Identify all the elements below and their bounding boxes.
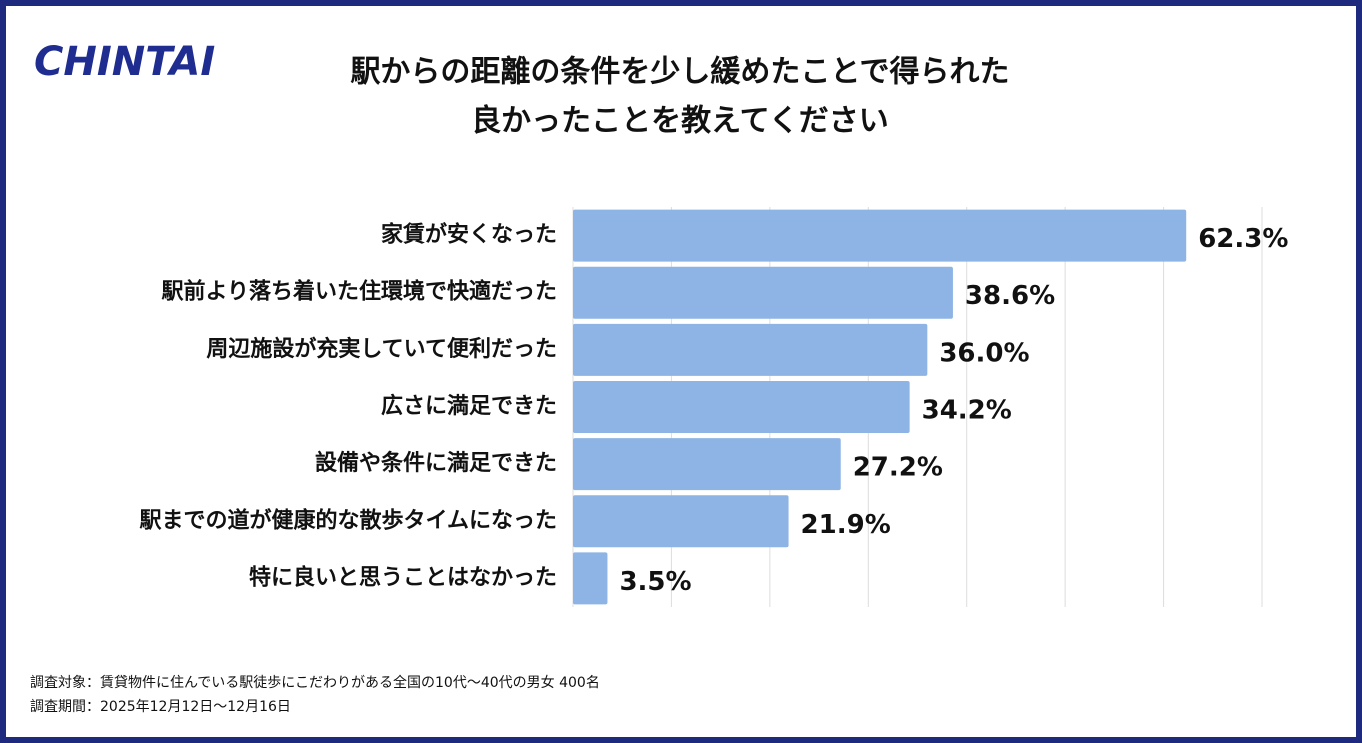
note: 調査対象：賃貸物件に住んでいる駅徒歩にこだわりがある全国の10代〜40代の男女 … <box>30 674 600 691</box>
bar <box>573 552 608 605</box>
bar <box>573 209 1187 262</box>
category-label: 周辺施設が充実していて便利だった <box>206 336 557 362</box>
bar <box>573 495 789 548</box>
bar <box>573 381 910 433</box>
bar <box>573 438 841 491</box>
chart-title: 良かったことを教えてください <box>471 104 889 139</box>
bar <box>573 266 953 319</box>
category-label: 家賃が安くなった <box>381 222 557 248</box>
category-label: 広さに満足できた <box>381 393 557 419</box>
value-label: 34.2% <box>922 396 1012 426</box>
category-label: 駅前より落ち着いた住環境で快適だった <box>161 279 557 305</box>
category-label: 設備や条件に満足できた <box>315 450 557 476</box>
logo: CHINTAI <box>34 39 215 85</box>
chart-title: 駅からの距離の条件を少し緩めたことで得られた <box>350 55 1009 90</box>
value-label: 21.9% <box>801 510 891 540</box>
bar <box>573 323 928 376</box>
value-label: 62.3% <box>1198 224 1288 254</box>
value-label: 3.5% <box>619 567 691 597</box>
value-label: 27.2% <box>853 453 943 483</box>
category-label: 駅までの道が健康的な散歩タイムになった <box>139 507 557 533</box>
category-label: 特に良いと思うことはなかった <box>249 564 557 590</box>
note: 調査期間：2025年12月12日〜12月16日 <box>30 699 291 715</box>
value-label: 36.0% <box>939 338 1029 368</box>
value-label: 38.6% <box>965 281 1055 311</box>
